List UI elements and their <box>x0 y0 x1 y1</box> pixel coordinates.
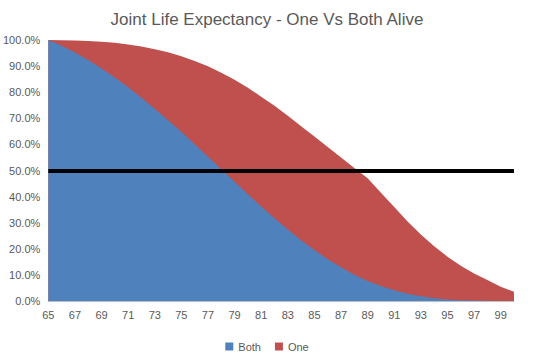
svg-text:97: 97 <box>468 309 480 321</box>
svg-text:10.0%: 10.0% <box>9 269 40 281</box>
svg-text:75: 75 <box>175 309 187 321</box>
svg-text:20.0%: 20.0% <box>9 243 40 255</box>
svg-text:85: 85 <box>308 309 320 321</box>
svg-text:95: 95 <box>441 309 453 321</box>
svg-text:One: One <box>288 341 309 353</box>
svg-text:50.0%: 50.0% <box>9 165 40 177</box>
svg-text:67: 67 <box>69 309 81 321</box>
svg-text:0.0%: 0.0% <box>15 295 40 307</box>
svg-text:40.0%: 40.0% <box>9 191 40 203</box>
svg-text:30.0%: 30.0% <box>9 217 40 229</box>
svg-text:90.0%: 90.0% <box>9 60 40 72</box>
svg-text:73: 73 <box>149 309 161 321</box>
svg-text:99: 99 <box>495 309 507 321</box>
svg-text:Both: Both <box>238 341 261 353</box>
svg-text:93: 93 <box>415 309 427 321</box>
svg-text:89: 89 <box>362 309 374 321</box>
svg-text:Joint Life Expectancy - One Vs: Joint Life Expectancy - One Vs Both Aliv… <box>111 10 424 29</box>
svg-text:91: 91 <box>388 309 400 321</box>
svg-text:80.0%: 80.0% <box>9 86 40 98</box>
svg-text:70.0%: 70.0% <box>9 112 40 124</box>
svg-text:71: 71 <box>122 309 134 321</box>
svg-text:81: 81 <box>255 309 267 321</box>
svg-text:60.0%: 60.0% <box>9 138 40 150</box>
svg-text:69: 69 <box>95 309 107 321</box>
svg-text:100.0%: 100.0% <box>3 34 41 46</box>
svg-text:77: 77 <box>202 309 214 321</box>
svg-text:83: 83 <box>282 309 294 321</box>
svg-text:65: 65 <box>42 309 54 321</box>
svg-text:79: 79 <box>228 309 240 321</box>
svg-text:87: 87 <box>335 309 347 321</box>
